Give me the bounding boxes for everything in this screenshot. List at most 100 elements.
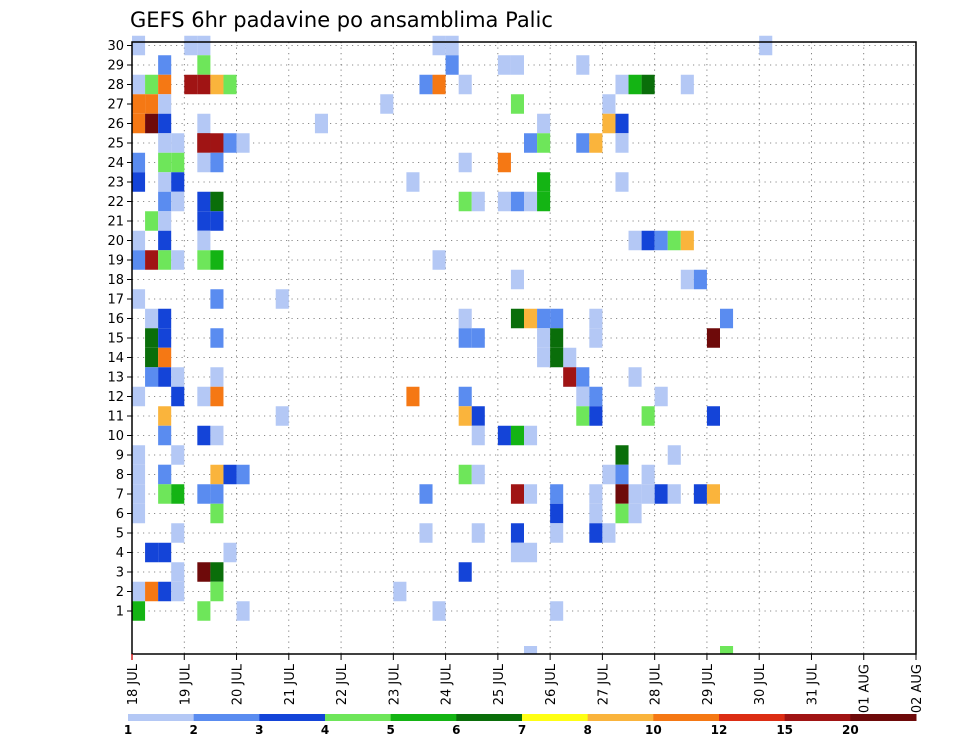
heatmap-cell <box>524 191 538 212</box>
heatmap-cell <box>576 367 590 387</box>
heatmap-cell <box>171 250 185 270</box>
heatmap-cell <box>615 503 629 524</box>
heatmap-cell <box>615 113 629 134</box>
heatmap-cell <box>497 152 511 173</box>
heatmap-cell <box>236 464 250 485</box>
heatmap-cell <box>720 646 734 654</box>
heatmap-cell <box>458 152 472 173</box>
heatmap-cell <box>171 172 185 192</box>
heatmap-cell <box>132 503 146 524</box>
heatmap-cell <box>537 191 551 212</box>
heatmap-cell <box>706 406 720 426</box>
heatmap-cell <box>628 367 642 387</box>
heatmap-cell <box>406 172 420 192</box>
heatmap-cell <box>210 581 224 602</box>
heatmap-cell <box>589 133 603 153</box>
heatmap-cell <box>210 74 224 95</box>
heatmap-cell <box>680 74 694 95</box>
y-tick-label: 11 <box>107 410 124 425</box>
heatmap-cell <box>171 191 185 212</box>
heatmap-cell <box>132 484 146 504</box>
x-tick-label: 29 JUL <box>701 663 716 705</box>
heatmap-cell <box>589 308 603 329</box>
heatmap-cell <box>693 484 707 504</box>
heatmap-cell <box>471 464 485 485</box>
heatmap-cell <box>197 250 211 270</box>
y-tick-label: 7 <box>116 488 124 503</box>
heatmap-cell <box>171 445 185 465</box>
heatmap-cell <box>550 347 564 368</box>
plot-frame <box>131 41 917 655</box>
y-axis: 1234567891011121314151617181920212223242… <box>107 39 132 620</box>
heatmap-cell <box>471 328 485 348</box>
heatmap-cell <box>628 503 642 524</box>
heatmap-cell <box>158 484 172 504</box>
heatmap-cell <box>524 308 538 329</box>
heatmap-cell <box>210 484 224 504</box>
y-tick-label: 14 <box>107 351 124 366</box>
heatmap-cell <box>693 269 707 290</box>
heatmap-cell <box>210 503 224 524</box>
colorbar-label: 2 <box>189 723 197 737</box>
heatmap-cell <box>510 55 524 75</box>
heatmap-cell <box>158 367 172 387</box>
heatmap-cell <box>158 133 172 153</box>
heatmap-cell <box>419 74 433 95</box>
heatmap-cell <box>380 94 394 114</box>
heatmap-cell <box>145 542 159 563</box>
heatmap-cell <box>158 406 172 426</box>
heatmap-cell <box>158 94 172 114</box>
heatmap-cell <box>210 386 224 407</box>
heatmap-cell <box>145 328 159 348</box>
x-tick-label: 02 AUG <box>910 664 925 713</box>
heatmap-cell <box>419 523 433 543</box>
heatmap-cell <box>615 484 629 504</box>
heatmap-cell <box>641 464 655 485</box>
x-axis: 18 JUL 19 JUL 20 JUL 21 JUL 22 JUL 23 JUL 24 J… <box>126 654 925 713</box>
x-tick-label: 01 AUG <box>858 664 873 713</box>
heatmap-cell <box>510 425 524 446</box>
heatmap-cell <box>132 386 146 407</box>
heatmap-cell <box>132 172 146 192</box>
y-tick-label: 18 <box>107 273 124 288</box>
heatmap-cell <box>145 211 159 231</box>
y-tick-label: 2 <box>116 585 124 600</box>
heatmap-cell <box>223 74 237 95</box>
heatmap-cell <box>158 74 172 95</box>
x-tick-label: 27 JUL <box>596 663 611 705</box>
heatmap-cell <box>145 367 159 387</box>
heatmap-cell <box>759 35 773 56</box>
heatmap-cell <box>197 191 211 212</box>
heatmap-cell <box>602 94 616 114</box>
heatmap-cell <box>576 55 590 75</box>
heatmap-cell <box>197 211 211 231</box>
heatmap-cell <box>132 94 146 114</box>
x-tick-label: 19 JUL <box>178 663 193 705</box>
heatmap-cell <box>158 250 172 270</box>
heatmap-cell <box>524 425 538 446</box>
x-tick-label: 26 JUL <box>544 663 559 705</box>
heatmap-cell <box>524 484 538 504</box>
y-tick-label: 3 <box>116 566 124 581</box>
heatmap-cell <box>550 601 564 621</box>
heatmap-cell <box>171 484 185 504</box>
heatmap-cell <box>445 55 459 75</box>
x-tick-label: 20 JUL <box>231 663 246 705</box>
y-tick-label: 29 <box>107 59 124 74</box>
heatmap-cell <box>537 308 551 329</box>
heatmap-cell <box>171 581 185 602</box>
heatmap-cell <box>132 74 146 95</box>
heatmap-cell <box>210 328 224 348</box>
heatmap-cell <box>628 74 642 95</box>
heatmap-cell <box>471 191 485 212</box>
y-tick-label: 12 <box>107 390 124 405</box>
heatmap-cell <box>524 646 538 654</box>
x-tick-label: 23 JUL <box>387 663 402 705</box>
heatmap-cell <box>458 386 472 407</box>
y-tick-label: 28 <box>107 78 124 93</box>
heatmap-cell <box>615 172 629 192</box>
y-tick-label: 5 <box>116 527 124 542</box>
heatmap-cell <box>132 250 146 270</box>
heatmap-cell <box>210 250 224 270</box>
heatmap-cell <box>132 230 146 251</box>
